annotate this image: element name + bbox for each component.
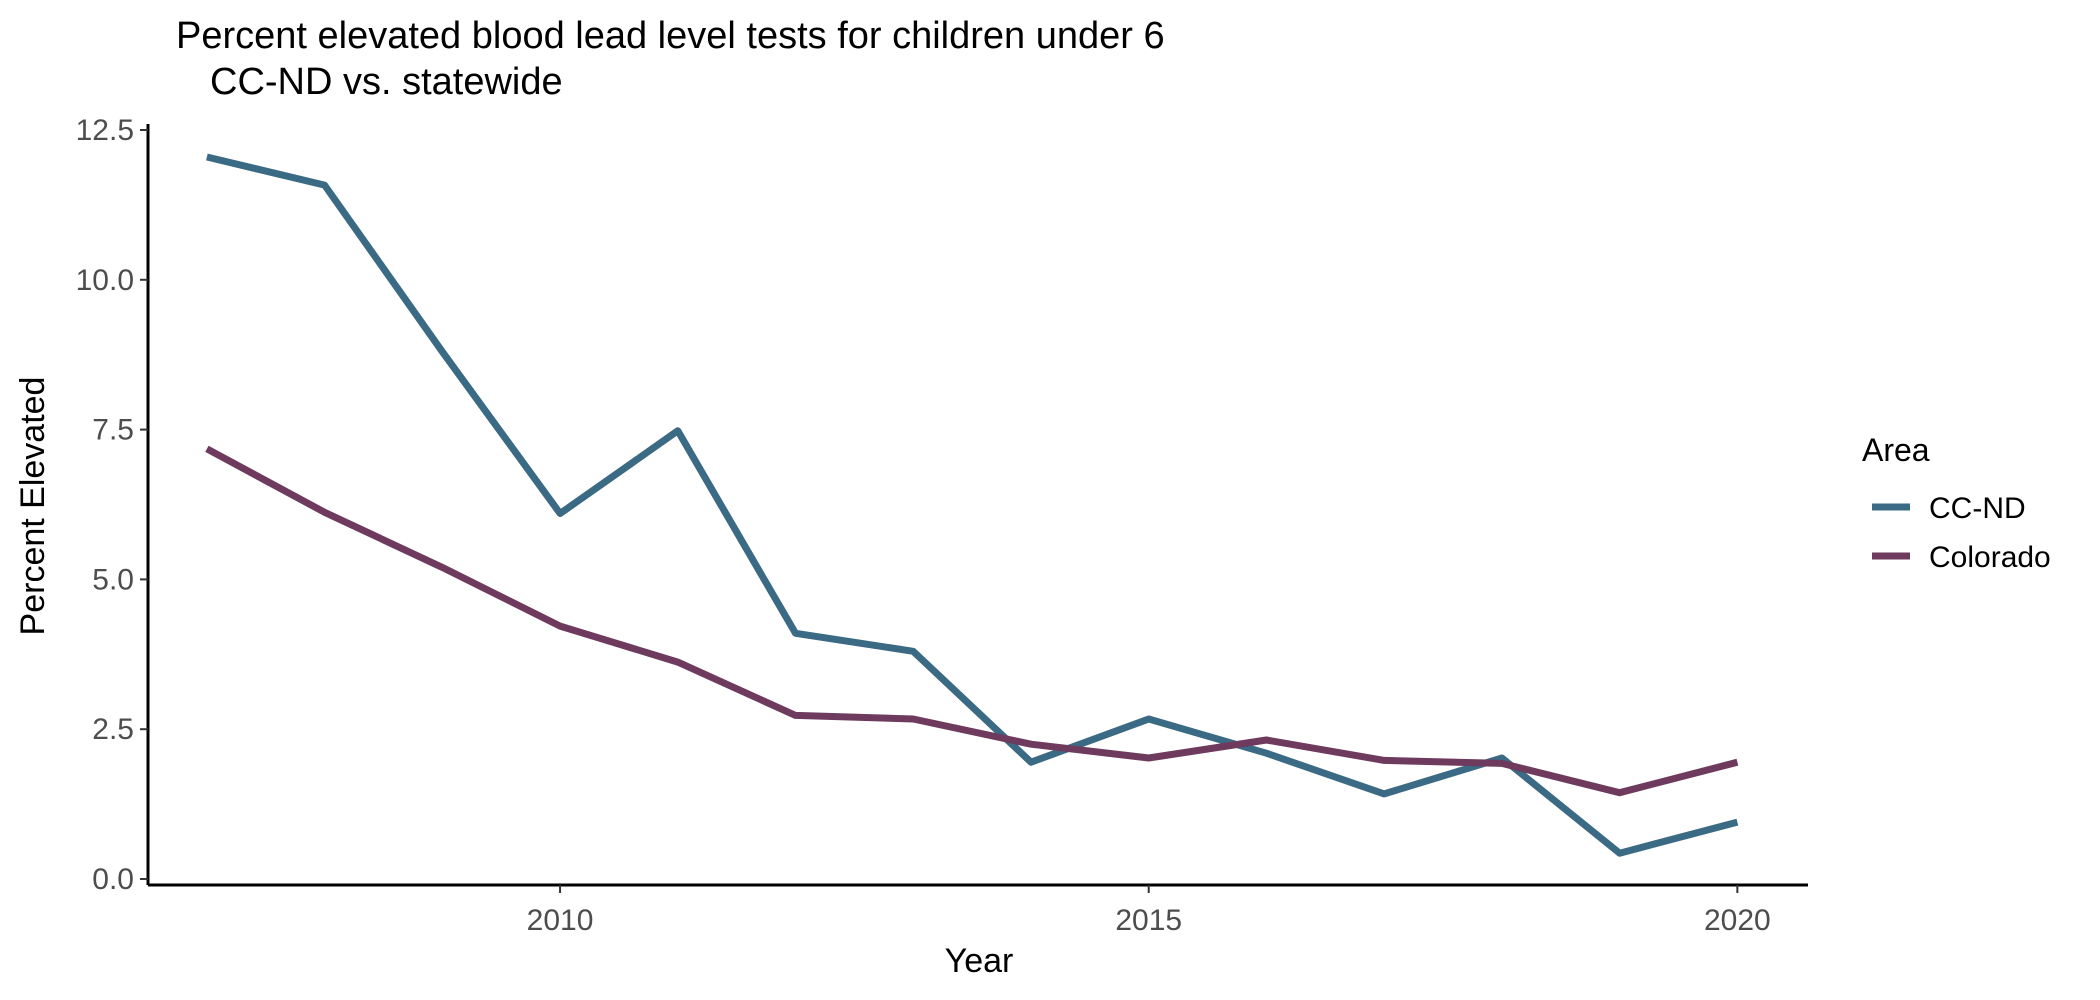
legend-label-cc-nd: CC-ND (1929, 492, 2026, 525)
x-tick-label: 2020 (1704, 904, 1771, 937)
x-ticks: 2010 2015 2020 (527, 885, 1771, 937)
y-tick-label: 2.5 (92, 713, 134, 746)
y-tick-label: 7.5 (92, 414, 134, 447)
chart-title: Percent elevated blood lead level tests … (176, 15, 1165, 57)
x-tick-label: 2010 (527, 904, 594, 937)
x-tick-label: 2015 (1115, 904, 1182, 937)
y-axis-title: Percent Elevated (14, 377, 52, 636)
legend-items: CC-ND Colorado (1872, 492, 2051, 574)
series-line-cc-nd (206, 153, 1739, 857)
y-tick-label: 5.0 (92, 563, 134, 596)
legend-label-colorado: Colorado (1929, 541, 2051, 574)
y-tick-label: 0.0 (92, 863, 134, 896)
y-tick-label: 12.5 (76, 114, 134, 147)
legend-title: Area (1862, 432, 1930, 468)
y-tick-label: 10.0 (76, 264, 134, 297)
plot-area: 0.0 2.5 5.0 7.5 10.0 12.5 2010 2015 2020 (76, 114, 1808, 937)
x-axis-title: Year (945, 942, 1014, 980)
chart-subtitle: CC-ND vs. statewide (210, 61, 563, 103)
legend: Area CC-ND Colorado (1862, 432, 2051, 574)
y-ticks: 0.0 2.5 5.0 7.5 10.0 12.5 (76, 114, 148, 896)
series-lines (205, 153, 1739, 857)
series-line-colorado (205, 445, 1739, 797)
